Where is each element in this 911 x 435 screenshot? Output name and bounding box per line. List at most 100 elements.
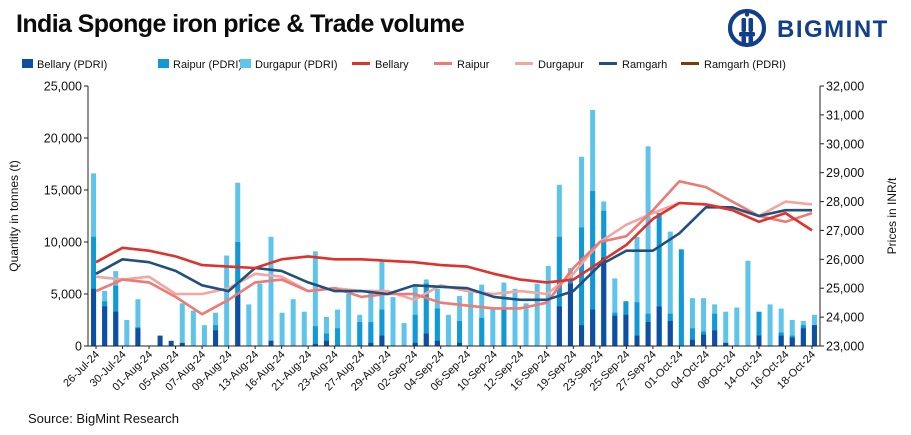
left-axis-title: Quantity in tonnes (t) — [7, 160, 21, 271]
left-tick-label: 0 — [75, 340, 82, 354]
legend-label-ramgarh: Ramgarh — [622, 59, 667, 71]
bar-bellary-pdri — [135, 328, 141, 346]
bar-bellary-pdri — [723, 342, 729, 346]
bar-bellary-pdri — [457, 342, 463, 346]
bar-series-group — [91, 109, 817, 346]
bar-bellary-pdri — [423, 333, 429, 346]
bar-bellary-pdri — [157, 335, 163, 346]
legend-swatch-durgapur-pdri — [240, 59, 251, 68]
bar-raipur-pdri — [634, 302, 640, 346]
bar-durgapur-pdri — [379, 260, 385, 346]
bar-bellary-pdri — [579, 325, 585, 346]
bar-bellary-pdri — [601, 257, 607, 346]
bar-raipur-pdri — [590, 191, 596, 346]
bar-durgapur-pdri — [201, 325, 207, 346]
bar-bellary-pdri — [645, 322, 651, 346]
bar-bellary-pdri — [590, 309, 596, 346]
bar-raipur-pdri — [756, 311, 762, 346]
bar-durgapur-pdri — [135, 299, 141, 346]
bar-bellary-pdri — [556, 306, 562, 346]
bar-bellary-pdri — [667, 321, 673, 346]
bar-durgapur-pdri — [734, 307, 740, 346]
bar-bellary-pdri — [312, 343, 318, 346]
brand-logo-text: BIGMINT — [777, 16, 889, 43]
bar-bellary-pdri — [91, 288, 97, 346]
bar-bellary-pdri — [634, 335, 640, 346]
bar-bellary-pdri — [102, 306, 108, 346]
right-tick-label: 32,000 — [826, 80, 864, 94]
bar-raipur-pdri — [335, 328, 341, 346]
legend-label-raipur-pdri: Raipur (PDRI) — [173, 59, 242, 71]
bar-bellary-pdri — [168, 340, 174, 346]
bar-raipur-pdri — [501, 309, 507, 346]
bar-raipur-pdri — [412, 314, 418, 346]
bar-durgapur-pdri — [190, 310, 196, 346]
bar-bellary-pdri — [701, 334, 707, 346]
bar-durgapur-pdri — [512, 288, 518, 346]
line-raipur — [95, 180, 813, 316]
right-axis-title: Prices in INR/t — [885, 177, 899, 254]
bar-bellary-pdri — [623, 314, 629, 346]
bar-durgapur-pdri — [468, 291, 474, 346]
bar-bellary-pdri — [612, 315, 618, 346]
bar-durgapur-pdri — [545, 265, 551, 346]
bar-raipur-pdri — [579, 227, 585, 346]
bar-raipur-pdri — [457, 321, 463, 346]
legend-label-bellary-pdri: Bellary (PDRI) — [37, 59, 107, 71]
right-tick-label: 31,000 — [826, 108, 864, 122]
bar-bellary-pdri — [113, 311, 119, 346]
bar-bellary-pdri — [756, 335, 762, 346]
bar-durgapur-pdri — [534, 283, 540, 346]
source-note: Source: BigMint Research — [28, 411, 180, 426]
bar-raipur-pdri — [479, 317, 485, 346]
right-tick-label: 25,000 — [826, 282, 864, 296]
brand-mark-icon — [727, 8, 767, 48]
bar-durgapur-pdri — [124, 320, 130, 346]
bar-bellary-pdri — [567, 283, 573, 346]
bar-bellary-pdri — [656, 306, 662, 346]
bar-bellary-pdri — [800, 328, 806, 346]
bar-bellary-pdri — [789, 337, 795, 346]
legend-label-ramgarh-pdri: Ramgarh (PDRI) — [704, 59, 786, 71]
bar-durgapur-pdri — [457, 296, 463, 346]
bar-bellary-pdri — [235, 294, 241, 346]
bar-durgapur-pdri — [312, 251, 318, 346]
bar-raipur-pdri — [434, 308, 440, 346]
bar-durgapur-pdri — [301, 311, 307, 346]
bar-durgapur-pdri — [268, 236, 274, 346]
bar-durgapur-pdri — [257, 283, 263, 346]
bar-durgapur-pdri — [290, 299, 296, 346]
left-tick-label: 25,000 — [44, 80, 82, 94]
legend-swatch-bellary-pdri — [22, 59, 33, 68]
bar-bellary-pdri — [811, 325, 817, 346]
bar-durgapur-pdri — [445, 314, 451, 346]
bar-durgapur-pdri — [390, 297, 396, 346]
legend-swatch-raipur-pdri — [158, 59, 169, 68]
bar-bellary-pdri — [368, 342, 374, 346]
bar-durgapur-pdri — [767, 304, 773, 346]
bar-durgapur-pdri — [667, 231, 673, 346]
legend-label-bellary: Bellary — [375, 59, 409, 71]
bar-bellary-pdri — [213, 330, 219, 346]
bar-raipur-pdri — [556, 236, 562, 346]
bar-durgapur-pdri — [323, 316, 329, 346]
bar-raipur-pdri — [368, 322, 374, 346]
right-tick-label: 28,000 — [826, 195, 864, 209]
left-tick-label: 5,000 — [51, 288, 82, 302]
legend: Bellary (PDRI) Raipur (PDRI) Durgapur (PDR… — [22, 59, 786, 71]
line-bellary — [95, 201, 813, 284]
bar-durgapur-pdri — [490, 308, 496, 346]
bar-raipur-pdri — [312, 326, 318, 346]
line-ramgarh — [95, 206, 812, 302]
bar-bellary-pdri — [323, 340, 329, 346]
bar-durgapur-pdri — [246, 304, 252, 346]
bar-durgapur-pdri — [645, 146, 651, 346]
bar-durgapur-pdri — [778, 308, 784, 346]
bar-durgapur-pdri — [723, 311, 729, 346]
right-tick-label: 27,000 — [826, 224, 864, 238]
right-tick-label: 26,000 — [826, 253, 864, 267]
bar-durgapur-pdri — [612, 278, 618, 346]
bar-raipur-pdri — [689, 328, 695, 346]
brand-logo: BIGMINT — [727, 8, 903, 48]
